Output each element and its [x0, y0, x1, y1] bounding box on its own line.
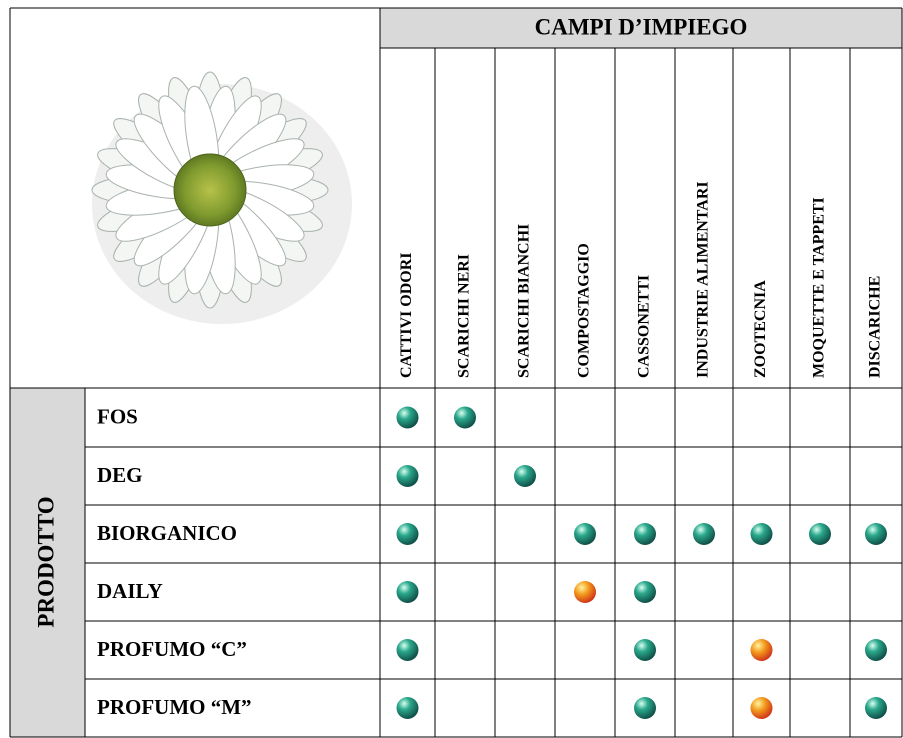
header-title: CAMPI D’IMPIEGO [535, 14, 748, 39]
marker [574, 581, 596, 603]
column-header: SCARICHI BIANCHI [516, 224, 533, 378]
header-bg [380, 8, 902, 48]
marker [693, 523, 715, 545]
column-header: ZOOTECNIA [752, 280, 769, 378]
column-header: CATTIVI ODORI [398, 253, 415, 379]
marker [865, 639, 887, 661]
marker [750, 697, 773, 719]
marker [634, 523, 656, 545]
marker [750, 639, 773, 661]
marker [809, 523, 831, 545]
product-name: DAILY [97, 579, 163, 603]
product-name: FOS [97, 404, 138, 428]
marker [396, 406, 419, 429]
flower-center [173, 153, 247, 227]
daisy-image [91, 71, 352, 324]
marker [865, 697, 887, 719]
column-header: INDUSTRIE ALIMENTARI [695, 181, 712, 378]
marker [750, 523, 773, 545]
marker [396, 639, 419, 661]
grid [9, 7, 903, 738]
column-header: COMPOSTAGGIO [576, 243, 593, 378]
product-name: PROFUMO “C” [97, 637, 247, 661]
marker [396, 581, 419, 603]
marker [454, 406, 476, 429]
marker [396, 465, 419, 487]
marker [865, 523, 887, 545]
row-label-bg [10, 388, 85, 737]
marker [396, 697, 419, 719]
marker [634, 697, 656, 719]
marker [634, 639, 656, 661]
marker [634, 581, 656, 603]
column-header: SCARICHI NERI [456, 254, 473, 378]
row-label: PRODOTTO [33, 496, 58, 627]
marker [514, 465, 536, 487]
column-header: MOQUETTE E TAPPETI [811, 197, 828, 378]
product-name: BIORGANICO [97, 521, 237, 545]
marker [396, 523, 419, 545]
marker [574, 523, 596, 545]
column-header: DISCARICHE [867, 276, 884, 378]
product-name: PROFUMO “M” [97, 695, 252, 719]
product-name: DEG [97, 463, 143, 487]
column-header: CASSONETTI [636, 275, 653, 378]
